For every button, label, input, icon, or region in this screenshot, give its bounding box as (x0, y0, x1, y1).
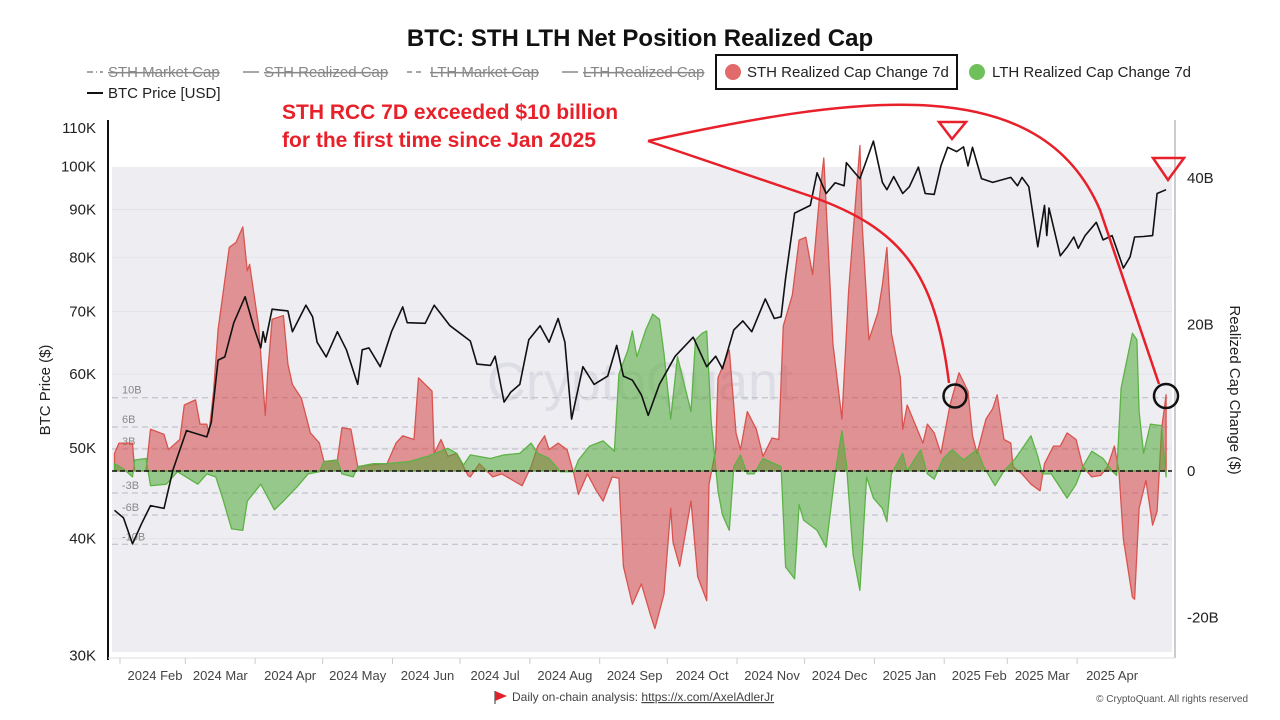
reference-line-label: -3B (122, 480, 139, 492)
legend-item-lth-market-cap[interactable]: LTH Market Cap (407, 64, 539, 81)
line-series (113, 140, 1167, 545)
left-tick-label: 60K (69, 366, 96, 383)
area-series (113, 144, 1167, 630)
left-axis-title: BTC Price ($) (37, 345, 54, 436)
current-marker-triangle-icon (1150, 156, 1187, 183)
peak-marker-triangle-icon (936, 120, 969, 142)
x-tick-label: 2025 Feb (952, 668, 1007, 683)
x-tick-label: 2024 Oct (676, 668, 729, 683)
reference-line-label: 10B (122, 385, 142, 397)
chart-title: BTC: STH LTH Net Position Realized Cap (407, 25, 873, 52)
left-tick-label: 70K (69, 304, 96, 321)
legend-item-lth-rcc-7d[interactable]: LTH Realized Cap Change 7d (969, 64, 1191, 81)
right-axis-ticks: 40B 20B 0 -20B (1187, 170, 1219, 627)
legend-label: BTC Price [USD] (108, 85, 221, 102)
legend-selection-box (715, 54, 958, 90)
legend-item-sth-rcc-7d[interactable]: STH Realized Cap Change 7d (715, 54, 958, 90)
x-tick-label: 2024 Mar (193, 668, 249, 683)
x-tick-label: 2024 Dec (812, 668, 868, 683)
legend-item-sth-market-cap[interactable]: STH Market Cap (87, 64, 220, 81)
reference-line-label: -6B (122, 502, 139, 514)
x-tick-label: 2025 Apr (1086, 668, 1139, 683)
legend: STH Market Cap STH Realized Cap LTH Mark… (87, 54, 1191, 102)
series-area-lth-rcc-7d (113, 313, 1167, 592)
annotation-arrow-upper (647, 103, 1161, 385)
left-tick-label: 30K (69, 648, 96, 665)
x-tick-label: 2025 Jan (883, 668, 937, 683)
right-axis-title: Realized Cap Change ($) (1226, 305, 1243, 474)
left-tick-label: 50K (69, 440, 96, 457)
x-tick-label: 2024 Jul (470, 668, 519, 683)
annotation-line-2: for the first time since Jan 2025 (282, 129, 596, 152)
series-line-btc-price (113, 140, 1167, 545)
left-tick-label: 80K (69, 249, 96, 266)
left-axis-ticks: 110K 100K 90K 80K 70K 60K 50K 40K 30K (61, 120, 96, 665)
x-axis-ticks: 2024 Feb 2024 Mar 2024 Apr 2024 May 2024 Jun… (119, 658, 1139, 683)
left-tick-label: 90K (69, 201, 96, 218)
footer: Daily on-chain analysis: https://x.com/A… (494, 690, 1248, 705)
right-tick-label: 40B (1187, 170, 1214, 187)
legend-label: LTH Realized Cap (583, 64, 704, 81)
x-tick-label: 2024 May (329, 668, 387, 683)
footer-link[interactable]: https://x.com/AxelAdlerJr (641, 690, 774, 704)
footer-text: Daily on-chain analysis: https://x.com/A… (512, 690, 774, 704)
legend-item-btc-price[interactable]: BTC Price [USD] (87, 85, 221, 102)
reference-line-label: -10B (122, 531, 145, 543)
legend-label: LTH Market Cap (430, 64, 539, 81)
x-tick-label: 2024 Nov (744, 668, 800, 683)
jan-highlight-circle-icon (942, 383, 968, 409)
legend-label: LTH Realized Cap Change 7d (992, 64, 1191, 81)
footer-prefix: Daily on-chain analysis: (512, 690, 641, 704)
legend-item-lth-realized-cap[interactable]: LTH Realized Cap (562, 64, 704, 81)
legend-label: STH Market Cap (108, 64, 220, 81)
x-tick-label: 2025 Mar (1015, 668, 1071, 683)
left-tick-label: 110K (62, 120, 96, 137)
copyright: © CryptoQuant. All rights reserved (1096, 694, 1248, 705)
x-tick-label: 2024 Sep (607, 668, 663, 683)
reference-line-label: 6B (122, 414, 135, 426)
x-tick-label: 2024 Aug (537, 668, 592, 683)
right-tick-label: -20B (1187, 610, 1219, 627)
right-tick-label: 20B (1187, 316, 1214, 333)
current-highlight-circle-icon (1152, 382, 1180, 410)
legend-dot-icon (969, 64, 985, 80)
x-tick-label: 2024 Jun (401, 668, 455, 683)
legend-label: STH Realized Cap (264, 64, 388, 81)
annotation-arrow-lower (647, 139, 951, 384)
left-tick-label: 40K (69, 531, 96, 548)
legend-item-sth-realized-cap[interactable]: STH Realized Cap (243, 64, 388, 81)
right-tick-label: 0 (1187, 463, 1195, 480)
left-tick-label: 100K (61, 159, 96, 176)
flag-icon (495, 691, 507, 701)
x-tick-label: 2024 Apr (264, 668, 317, 683)
legend-dot-icon (725, 64, 741, 80)
annotation: STH RCC 7D exceeded $10 billion for the … (282, 101, 1187, 410)
annotation-line-1: STH RCC 7D exceeded $10 billion (282, 101, 618, 124)
x-tick-label: 2024 Feb (128, 668, 183, 683)
legend-label: STH Realized Cap Change 7d (747, 64, 949, 81)
